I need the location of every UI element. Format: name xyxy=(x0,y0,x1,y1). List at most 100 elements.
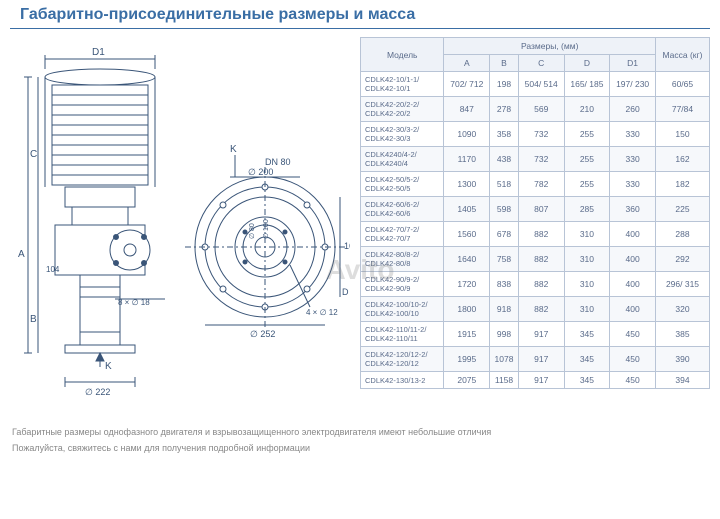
cell-model: CDLK42-120/12-2/CDLK42-120/12 xyxy=(361,347,444,372)
cell-a: 1405 xyxy=(444,197,490,222)
col-a: A xyxy=(444,55,490,72)
cell-c: 782 xyxy=(518,172,564,197)
cell-a: 847 xyxy=(444,97,490,122)
cell-c: 807 xyxy=(518,197,564,222)
page-title: Габаритно-присоединительные размеры и ма… xyxy=(10,0,710,29)
cell-mass: 296/ 315 xyxy=(655,272,709,297)
dimensions-table-wrap: Модель Размеры, (мм) Масса (кг) A B C D … xyxy=(360,37,710,417)
dim-160: ∅ 160 xyxy=(263,219,270,239)
cell-model: CDLK42-50/5-2/CDLK42-50/5 xyxy=(361,172,444,197)
cell-d: 210 xyxy=(564,97,610,122)
cell-d1: 450 xyxy=(610,372,656,389)
cell-mass: 292 xyxy=(655,247,709,272)
table-row: CDLK42-60/6-2/CDLK42-60/6140559880728536… xyxy=(361,197,710,222)
cell-model: CDLK42-10/1-1/CDLK42-10/1 xyxy=(361,72,444,97)
cell-b: 598 xyxy=(490,197,519,222)
cell-a: 702/ 712 xyxy=(444,72,490,97)
cell-mass: 390 xyxy=(655,347,709,372)
table-row: CDLK42-100/10-2/CDLK42-100/1018009188823… xyxy=(361,297,710,322)
cell-a: 1800 xyxy=(444,297,490,322)
cell-d: 255 xyxy=(564,122,610,147)
cell-d1: 260 xyxy=(610,97,656,122)
cell-d1: 400 xyxy=(610,247,656,272)
cell-c: 917 xyxy=(518,347,564,372)
cell-mass: 60/65 xyxy=(655,72,709,97)
col-b: B xyxy=(490,55,519,72)
cell-d1: 360 xyxy=(610,197,656,222)
cell-b: 518 xyxy=(490,172,519,197)
cell-c: 882 xyxy=(518,272,564,297)
cell-b: 918 xyxy=(490,297,519,322)
cell-c: 882 xyxy=(518,247,564,272)
cell-model: CDLK42-90/9-2/CDLK42-90/9 xyxy=(361,272,444,297)
cell-model: CDLK42-30/3-2/CDLK42-30/3 xyxy=(361,122,444,147)
cell-model: CDLK42-110/11-2/CDLK42-110/11 xyxy=(361,322,444,347)
cell-d1: 330 xyxy=(610,122,656,147)
cell-d: 165/ 185 xyxy=(564,72,610,97)
cell-d1: 400 xyxy=(610,222,656,247)
col-c: C xyxy=(518,55,564,72)
cell-d: 345 xyxy=(564,372,610,389)
cell-model: CDLK42-70/7-2/CDLK42-70/7 xyxy=(361,222,444,247)
cell-mass: 394 xyxy=(655,372,709,389)
cell-mass: 320 xyxy=(655,297,709,322)
cell-mass: 77/84 xyxy=(655,97,709,122)
cell-d1: 330 xyxy=(610,147,656,172)
cell-d1: 400 xyxy=(610,297,656,322)
dim-d: D xyxy=(342,287,349,297)
table-row: CDLK42-30/3-2/CDLK42-30/3109035873225533… xyxy=(361,122,710,147)
cell-d: 310 xyxy=(564,272,610,297)
table-row: CDLK42-120/12-2/CDLK42-120/1219951078917… xyxy=(361,347,710,372)
cell-mass: 385 xyxy=(655,322,709,347)
dim-d1: D1 xyxy=(92,47,105,58)
cell-model: CDLK4240/4-2/CDLK4240/4 xyxy=(361,147,444,172)
footnote-2: Пожалуйста, свяжитесь с нами для получен… xyxy=(0,441,720,457)
cell-d: 255 xyxy=(564,147,610,172)
cell-a: 1090 xyxy=(444,122,490,147)
arrow-k: K xyxy=(105,361,112,372)
cell-d1: 450 xyxy=(610,322,656,347)
cell-b: 998 xyxy=(490,322,519,347)
cell-b: 1078 xyxy=(490,347,519,372)
col-d1: D1 xyxy=(610,55,656,72)
content-row: D1 A C B 104 8 × ∅ 18 K xyxy=(0,37,720,417)
cell-c: 569 xyxy=(518,97,564,122)
cell-b: 758 xyxy=(490,247,519,272)
cell-mass: 225 xyxy=(655,197,709,222)
cell-c: 882 xyxy=(518,297,564,322)
cell-a: 2075 xyxy=(444,372,490,389)
cell-d1: 450 xyxy=(610,347,656,372)
cell-d: 345 xyxy=(564,322,610,347)
dim-165: 165 xyxy=(344,241,350,251)
cell-d1: 400 xyxy=(610,272,656,297)
table-body: CDLK42-10/1-1/CDLK42-10/1702/ 712198504/… xyxy=(361,72,710,389)
cell-c: 504/ 514 xyxy=(518,72,564,97)
cell-c: 732 xyxy=(518,122,564,147)
cell-a: 1995 xyxy=(444,347,490,372)
cell-a: 1640 xyxy=(444,247,490,272)
cell-d: 310 xyxy=(564,297,610,322)
cell-d1: 330 xyxy=(610,172,656,197)
table-row: CDLK42-130/13-220751158917345450394 xyxy=(361,372,710,389)
table-row: CDLK42-70/7-2/CDLK42-70/7156067888231040… xyxy=(361,222,710,247)
dim-a: A xyxy=(18,249,25,260)
cell-model: CDLK42-80/8-2/CDLK42-80/8 xyxy=(361,247,444,272)
cell-mass: 162 xyxy=(655,147,709,172)
table-row: CDLK42-80/8-2/CDLK42-80/8164075888231040… xyxy=(361,247,710,272)
label-dn80: DN 80 xyxy=(265,157,291,167)
table-row: CDLK42-110/11-2/CDLK42-110/1119159989173… xyxy=(361,322,710,347)
cell-d1: 197/ 230 xyxy=(610,72,656,97)
cell-d: 310 xyxy=(564,222,610,247)
cell-a: 1300 xyxy=(444,172,490,197)
cell-d: 255 xyxy=(564,172,610,197)
col-mass: Масса (кг) xyxy=(655,38,709,72)
cell-b: 198 xyxy=(490,72,519,97)
cell-d: 345 xyxy=(564,347,610,372)
dim-200: ∅ 200 xyxy=(248,167,273,177)
label-k: K xyxy=(230,144,237,155)
cell-model: CDLK42-20/2-2/CDLK42-20/2 xyxy=(361,97,444,122)
dim-252: ∅ 252 xyxy=(250,329,275,339)
cell-d: 285 xyxy=(564,197,610,222)
dim-b: B xyxy=(30,314,37,325)
dim-222: ∅ 222 xyxy=(85,387,110,397)
